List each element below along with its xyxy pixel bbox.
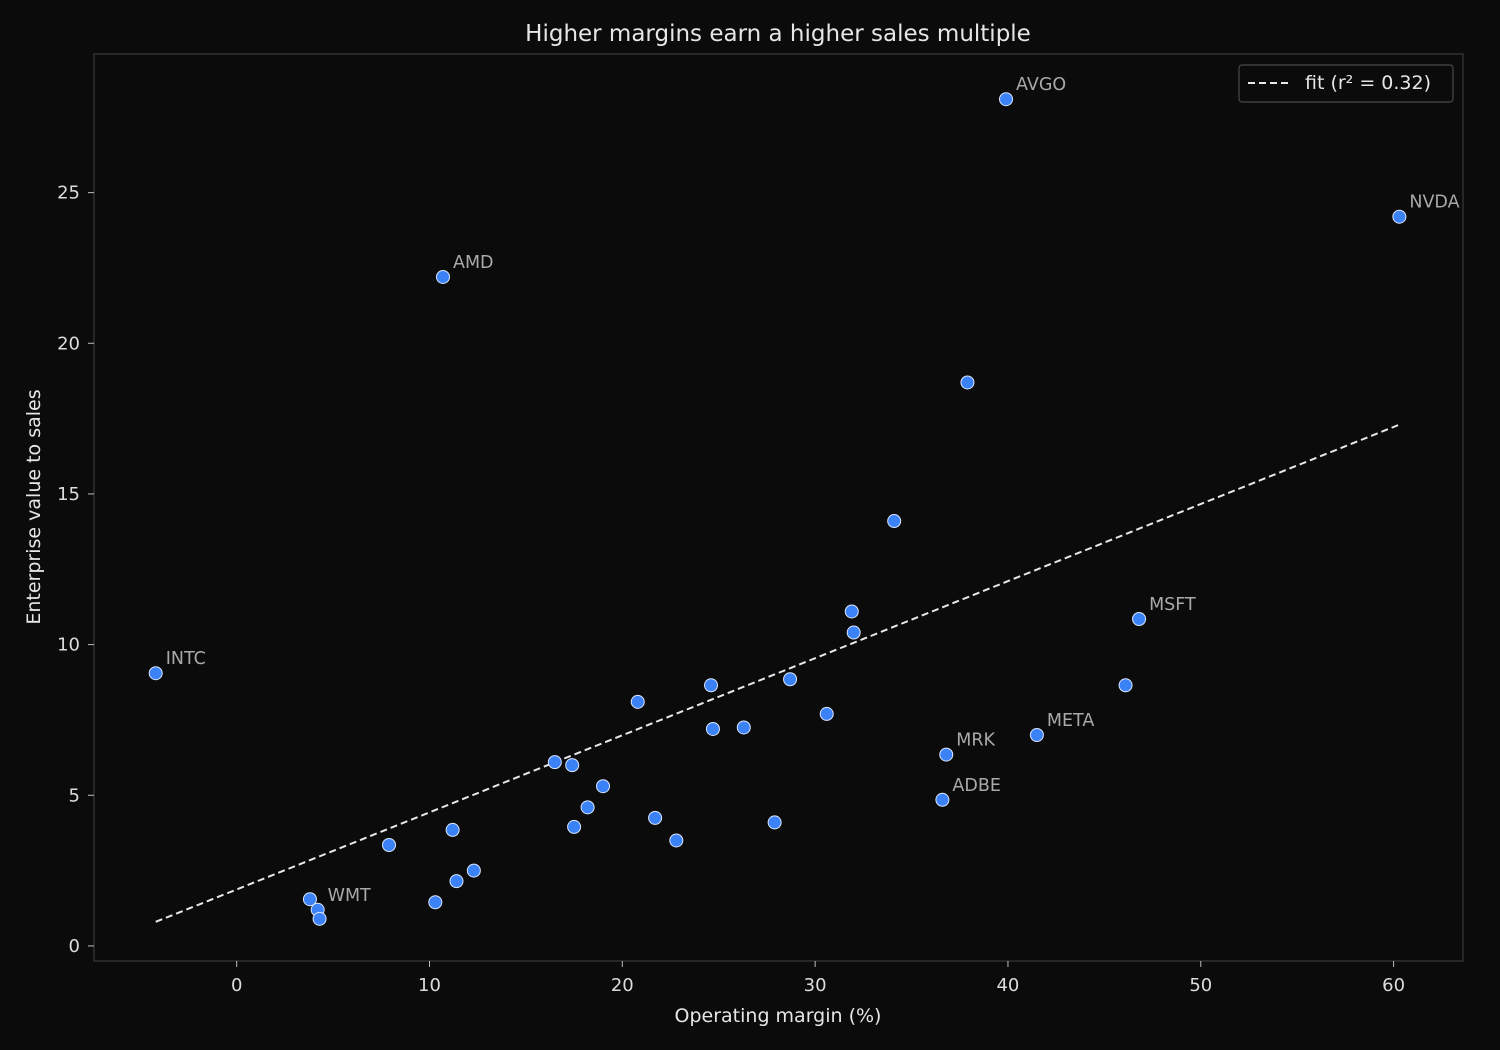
chart-title: Higher margins earn a higher sales multi… — [525, 21, 1031, 47]
point-label-mrk: MRK — [956, 731, 995, 751]
data-point — [819, 706, 834, 721]
data-point — [736, 720, 751, 735]
data-point — [1029, 728, 1044, 743]
data-point — [428, 895, 443, 910]
data-point — [435, 269, 450, 284]
plot-background — [93, 53, 1464, 962]
data-point — [669, 833, 684, 848]
point-label-msft: MSFT — [1149, 595, 1196, 615]
data-point — [466, 863, 481, 878]
point-label-wmt: WMT — [328, 886, 371, 906]
data-point — [630, 694, 645, 709]
data-point — [565, 758, 580, 773]
legend-box — [1238, 64, 1454, 103]
y-tick-label: 10 — [57, 635, 80, 656]
data-point — [449, 874, 464, 889]
x-axis-ticks: 0 10 20 30 40 50 60 — [231, 961, 1405, 996]
x-tick-label: 50 — [1189, 975, 1212, 996]
data-point — [648, 810, 663, 825]
legend: fit (r² = 0.32) — [1238, 64, 1454, 103]
y-tick-label: 20 — [57, 333, 80, 354]
x-axis-label: Operating margin (%) — [675, 1005, 882, 1027]
data-point — [1392, 209, 1407, 224]
data-point — [1118, 678, 1133, 693]
x-tick-label: 60 — [1382, 975, 1405, 996]
y-tick-label: 25 — [57, 183, 80, 204]
y-tick-label: 15 — [57, 484, 80, 505]
x-tick-label: 30 — [804, 975, 827, 996]
data-point — [846, 625, 861, 640]
data-point — [302, 892, 317, 907]
data-point — [935, 792, 950, 807]
point-label-intc: INTC — [166, 649, 206, 669]
y-axis-ticks: 0 5 10 15 20 25 — [57, 183, 94, 957]
fit-line-layer — [155, 423, 1400, 923]
data-point — [445, 822, 460, 837]
point-label-avgo: AVGO — [1016, 75, 1066, 95]
data-point — [844, 604, 859, 619]
data-point — [705, 721, 720, 736]
data-point — [148, 666, 163, 681]
data-point — [767, 815, 782, 830]
x-tick-label: 40 — [996, 975, 1019, 996]
fit-line — [155, 423, 1400, 923]
x-tick-label: 20 — [611, 975, 634, 996]
point-labels: AVGO NVDA AMD MSFT INTC META MRK ADBE WMT — [166, 75, 1460, 906]
data-point — [783, 672, 798, 687]
data-points — [148, 92, 1407, 926]
data-point — [704, 678, 719, 693]
point-label-amd: AMD — [453, 253, 494, 273]
data-point — [580, 800, 595, 815]
y-tick-label: 5 — [69, 785, 80, 806]
x-tick-label: 10 — [418, 975, 441, 996]
data-point — [999, 92, 1014, 107]
data-point — [567, 819, 582, 834]
point-label-nvda: NVDA — [1409, 193, 1459, 213]
y-tick-label: 0 — [69, 936, 80, 957]
data-point — [939, 747, 954, 762]
data-point — [312, 911, 327, 926]
point-label-adbe: ADBE — [952, 776, 1001, 796]
data-point — [547, 755, 562, 770]
data-point — [887, 514, 902, 529]
point-label-meta: META — [1047, 711, 1094, 731]
data-point — [1132, 611, 1147, 626]
legend-fit-label: fit (r² = 0.32) — [1305, 72, 1431, 94]
data-point — [960, 375, 975, 390]
data-point — [382, 837, 397, 852]
data-point — [596, 779, 611, 794]
y-axis-label: Enterprise value to sales — [23, 389, 45, 624]
x-tick-label: 0 — [231, 975, 242, 996]
